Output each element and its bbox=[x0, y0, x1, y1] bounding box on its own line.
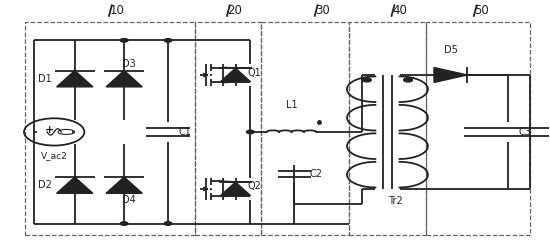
Text: C2: C2 bbox=[310, 169, 323, 179]
Text: Q1: Q1 bbox=[248, 67, 261, 77]
Text: L1: L1 bbox=[285, 100, 297, 110]
Circle shape bbox=[404, 78, 412, 82]
Bar bbox=[25, 22, 195, 235]
Text: D4: D4 bbox=[122, 195, 135, 205]
Text: D2: D2 bbox=[37, 180, 52, 190]
Polygon shape bbox=[106, 177, 142, 193]
Text: 50: 50 bbox=[475, 4, 489, 17]
Text: Tr2: Tr2 bbox=[388, 196, 403, 206]
Polygon shape bbox=[434, 67, 467, 82]
Text: V_ac2: V_ac2 bbox=[41, 151, 68, 160]
Text: C3: C3 bbox=[518, 127, 531, 137]
Text: 10: 10 bbox=[109, 4, 124, 17]
Text: D5: D5 bbox=[444, 45, 458, 55]
Polygon shape bbox=[57, 70, 93, 87]
Polygon shape bbox=[106, 70, 142, 87]
Polygon shape bbox=[57, 177, 93, 193]
Circle shape bbox=[362, 78, 371, 82]
Bar bbox=[426, 22, 530, 235]
Text: +: + bbox=[45, 125, 54, 135]
Bar bbox=[261, 22, 349, 235]
Text: C1: C1 bbox=[178, 127, 191, 137]
Circle shape bbox=[120, 39, 128, 42]
Polygon shape bbox=[221, 182, 251, 196]
Text: D3: D3 bbox=[122, 59, 135, 69]
Circle shape bbox=[246, 130, 254, 134]
Text: 30: 30 bbox=[315, 4, 330, 17]
Bar bbox=[195, 22, 261, 235]
Circle shape bbox=[164, 222, 172, 225]
Text: Q2: Q2 bbox=[248, 182, 261, 191]
Text: D1: D1 bbox=[38, 74, 52, 84]
Bar bbox=[349, 22, 426, 235]
Text: 20: 20 bbox=[228, 4, 243, 17]
Polygon shape bbox=[221, 68, 251, 82]
Circle shape bbox=[120, 222, 128, 225]
Text: 40: 40 bbox=[392, 4, 407, 17]
Circle shape bbox=[164, 39, 172, 42]
